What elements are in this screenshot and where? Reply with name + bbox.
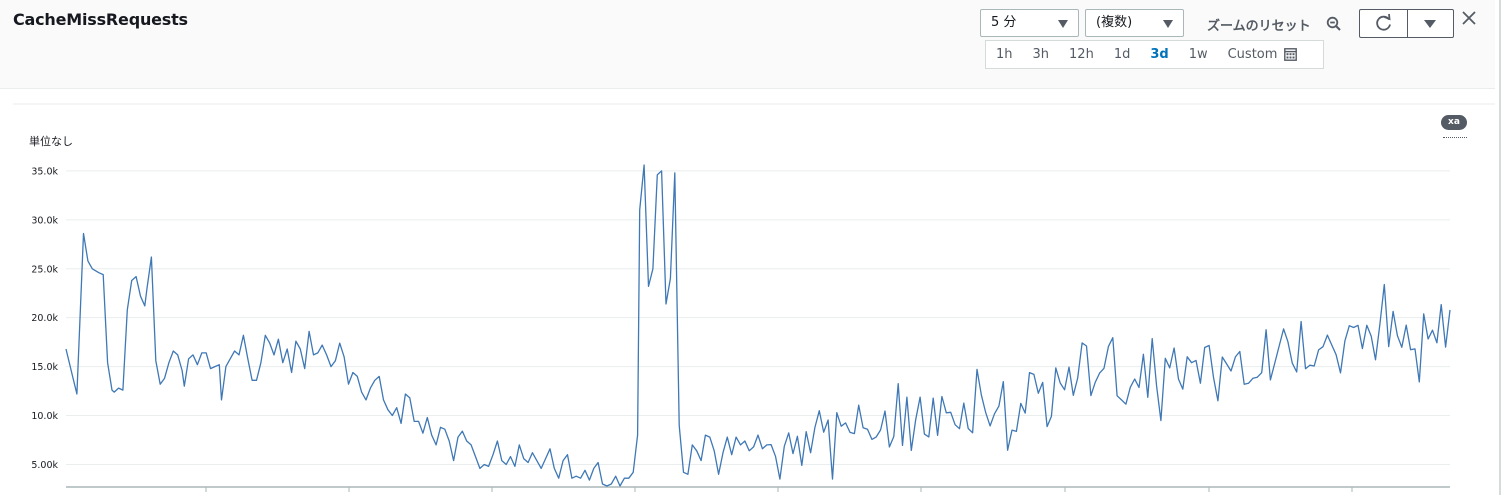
y-tick-label: 30.0k	[31, 215, 58, 226]
zoom-out-icon[interactable]	[1326, 16, 1342, 32]
chevron-down-icon	[1058, 20, 1068, 28]
series-line-xa	[65, 164, 1451, 487]
range-option-1d[interactable]: 1d	[1113, 47, 1131, 62]
close-icon[interactable]	[1462, 11, 1476, 25]
refresh-button[interactable]	[1360, 10, 1408, 37]
range-option-12h[interactable]: 12h	[1069, 47, 1094, 62]
caret-down-icon	[1424, 20, 1436, 28]
widget-title: CacheMissRequests	[13, 10, 188, 29]
y-tick-label: 10.0k	[31, 411, 58, 422]
statistic-select[interactable]: (複数)	[1085, 9, 1184, 37]
refresh-options-button[interactable]	[1407, 10, 1453, 37]
chevron-down-icon	[1163, 20, 1173, 28]
y-tick-label: 5.00k	[31, 460, 58, 471]
range-option-3d[interactable]: 3d	[1150, 47, 1169, 62]
period-select-value: 5 分	[991, 15, 1017, 30]
zoom-reset-link[interactable]: ズームのリセット	[1207, 19, 1311, 34]
x-axis	[66, 486, 1450, 492]
time-range-selector: 1h 3h 12h 1d 3d 1w Custom	[985, 40, 1324, 69]
y-tick-label: 25.0k	[31, 264, 58, 275]
refresh-icon	[1376, 13, 1391, 31]
legend-series-badge[interactable]: xa	[1441, 115, 1467, 130]
y-axis-ticks: 5.00k 10.0k 15.0k 20.0k 25.0k 30.0k 35.0k	[31, 166, 58, 471]
y-axis-label: 単位なし	[29, 135, 73, 148]
period-select[interactable]: 5 分	[980, 9, 1079, 37]
legend-line-sample	[1443, 137, 1467, 138]
statistic-select-value: (複数)	[1096, 15, 1133, 30]
y-tick-label: 35.0k	[31, 166, 58, 177]
range-option-1h[interactable]: 1h	[996, 47, 1013, 62]
panel-border	[1499, 0, 1501, 495]
grid-lines	[13, 103, 1495, 465]
custom-label: Custom	[1227, 47, 1278, 62]
calendar-icon	[1284, 48, 1298, 61]
range-option-1w[interactable]: 1w	[1188, 47, 1208, 62]
refresh-button-group	[1359, 9, 1454, 38]
y-tick-label: 15.0k	[31, 362, 58, 373]
y-tick-label: 20.0k	[31, 313, 58, 324]
range-option-custom[interactable]: Custom	[1218, 47, 1306, 62]
range-option-3h[interactable]: 3h	[1032, 47, 1050, 62]
